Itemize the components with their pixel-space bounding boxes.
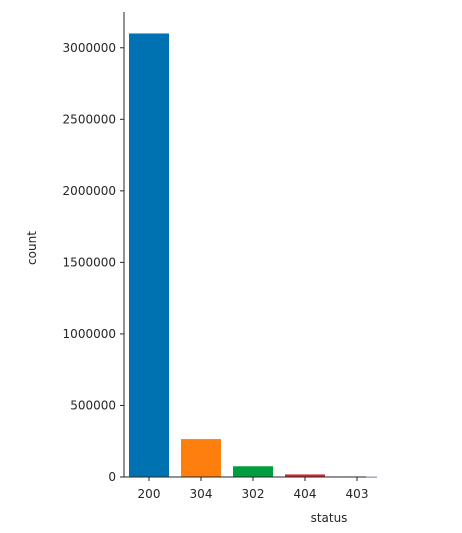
x-tick-label-404: 404: [294, 487, 317, 501]
y-tick-label-500000: 500000: [70, 398, 116, 412]
x-tick-label-403: 403: [346, 487, 369, 501]
y-tick-label-0: 0: [108, 470, 116, 484]
x-axis-ticks: 200 304 302 404 403: [138, 477, 369, 501]
bar-302: [233, 466, 273, 477]
x-axis-label: status: [311, 511, 348, 525]
bars-group: [129, 33, 377, 478]
y-tick-label-2500000: 2500000: [63, 112, 116, 126]
bar-404: [285, 474, 325, 477]
y-axis-ticks: 0 500000 1000000 1500000 2000000 2500000 30000…: [63, 41, 124, 484]
y-tick-label-1500000: 1500000: [63, 255, 116, 269]
bar-304: [181, 439, 221, 477]
x-tick-label-304: 304: [190, 487, 213, 501]
y-axis-label: count: [25, 231, 39, 265]
y-tick-label-3000000: 3000000: [63, 41, 116, 55]
y-tick-label-2000000: 2000000: [63, 184, 116, 198]
x-tick-label-200: 200: [138, 487, 161, 501]
x-tick-label-302: 302: [242, 487, 265, 501]
bar-200: [129, 33, 169, 477]
y-tick-label-1000000: 1000000: [63, 327, 116, 341]
